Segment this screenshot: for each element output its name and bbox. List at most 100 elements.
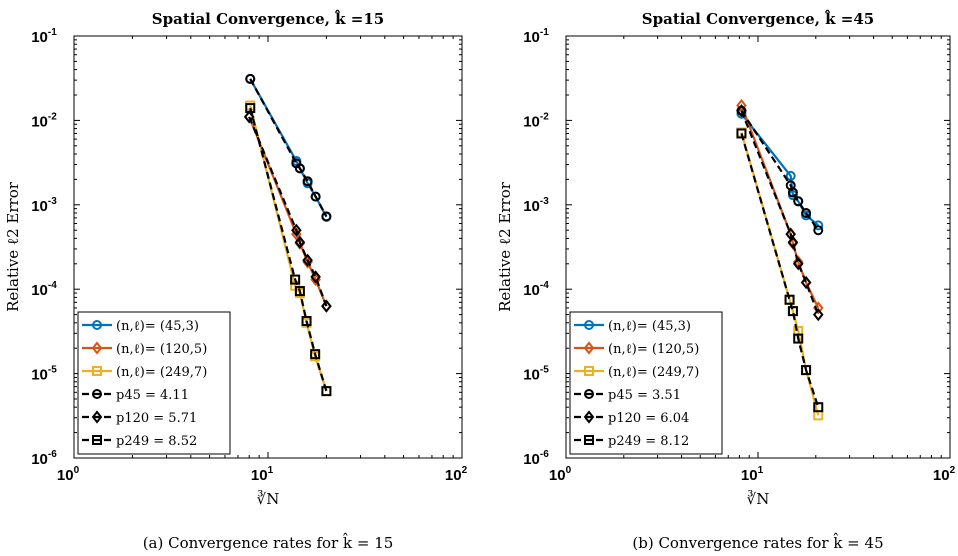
data-point-marker [245, 73, 256, 84]
series-line [249, 105, 328, 392]
legend-box [569, 311, 723, 455]
legend-entry: p45 = 4.11 [116, 388, 189, 403]
series-6 [736, 128, 824, 413]
figure-caption: (b) Convergence rates for k̂ = 45 [632, 533, 883, 552]
data-point-marker [294, 163, 305, 174]
x-tick-label: 102 [933, 465, 956, 484]
legend-marker [92, 366, 102, 376]
y-tick-label: 10-2 [31, 111, 57, 130]
data-point-marker [792, 257, 804, 271]
y-tick-label: 10-4 [31, 280, 57, 299]
data-point-marker [321, 211, 332, 222]
data-point-marker [321, 386, 332, 397]
legend-entry: (n,ℓ)= (120,5) [608, 342, 699, 357]
y-axis-label: Relative ℓ2 Error [4, 181, 22, 312]
legend-marker [584, 435, 594, 445]
series-line [740, 133, 820, 408]
data-point-marker [800, 275, 812, 290]
data-point-marker [787, 306, 798, 317]
y-tick-label: 10-2 [523, 111, 549, 130]
series-6 [245, 103, 332, 397]
data-point-marker [787, 187, 798, 198]
data-point-marker [291, 223, 302, 237]
legend-entry: p120 = 6.04 [608, 411, 689, 426]
axis-ticks [565, 36, 950, 459]
x-axis-label: ∛N [257, 490, 280, 508]
data-point-marker [793, 333, 804, 344]
legend-marker [92, 435, 102, 445]
legend-marker [584, 366, 594, 376]
data-point-marker [812, 308, 824, 322]
chart-title: Spatial Convergence, k̂ =45 [642, 9, 874, 28]
legend-marker [92, 389, 102, 399]
y-tick-label: 10-1 [31, 27, 57, 46]
legend-marker [583, 410, 595, 424]
data-point-marker [787, 235, 799, 249]
series-line [248, 116, 328, 307]
data-point-marker [793, 196, 804, 207]
series-line [249, 107, 328, 392]
data-point-marker [785, 170, 796, 181]
data-point-marker [243, 110, 255, 124]
legend-box [77, 311, 231, 455]
x-tick-label: 100 [57, 465, 80, 484]
y-tick-label: 10-6 [31, 449, 57, 468]
data-point-marker [310, 191, 321, 202]
data-point-marker [290, 274, 301, 285]
y-tick-label: 10-5 [31, 365, 57, 384]
x-tick-label: 101 [741, 465, 764, 484]
legend-entry: (n,ℓ)= (249,7) [116, 365, 207, 380]
legend-entry: p120 = 5.71 [116, 411, 197, 426]
legend-entry: p249 = 8.52 [116, 434, 197, 449]
legend: (n,ℓ)= (45,3) (n,ℓ)= (120,5) (n,ℓ)= (249,7… [569, 311, 723, 455]
legend-entry: (n,ℓ)= (45,3) [608, 319, 691, 334]
data-point-marker [321, 299, 332, 313]
data-point-marker [792, 255, 804, 269]
x-axis-label: ∛N [747, 490, 770, 508]
legend-marker [91, 410, 103, 424]
data-point-marker [294, 286, 305, 297]
chart-title: Spatial Convergence, k̂ =15 [152, 9, 384, 28]
series-5 [243, 110, 332, 313]
legend: (n,ℓ)= (45,3) (n,ℓ)= (120,5) (n,ℓ)= (249,7… [77, 311, 231, 455]
y-tick-label: 10-4 [523, 280, 549, 299]
figure-caption: (a) Convergence rates for k̂ = 15 [143, 533, 394, 552]
legend-marker [91, 341, 103, 355]
y-tick-label: 10-6 [523, 449, 549, 468]
data-point-marker [736, 98, 747, 113]
x-tick-label: 102 [445, 465, 468, 484]
data-point-marker [301, 315, 312, 326]
legend-entry: (n,ℓ)= (120,5) [116, 342, 207, 357]
data-point-marker [310, 349, 321, 360]
legend-marker [584, 389, 594, 399]
data-point-marker [294, 235, 306, 249]
data-point-marker [310, 270, 321, 284]
legend-entry: (n,ℓ)= (45,3) [116, 319, 199, 334]
data-point-marker [736, 128, 747, 139]
legend-entry: p249 = 8.12 [608, 434, 689, 449]
y-tick-label: 10-1 [523, 27, 549, 46]
y-axis-label: Relative ℓ2 Error [496, 181, 514, 312]
data-point-marker [302, 176, 313, 187]
data-point-marker [784, 294, 795, 305]
data-point-marker [245, 103, 256, 114]
series-line [740, 110, 820, 315]
data-point-marker [813, 225, 824, 236]
legend-marker [92, 320, 102, 330]
legend-marker [584, 320, 594, 330]
x-tick-label: 101 [251, 465, 274, 484]
series-5 [736, 104, 824, 322]
series-4 [245, 73, 332, 222]
y-tick-label: 10-3 [523, 196, 549, 215]
data-point-marker [813, 402, 824, 413]
data-point-marker [801, 207, 812, 218]
y-tick-label: 10-5 [523, 365, 549, 384]
data-point-marker [302, 253, 313, 267]
axis-ticks [73, 36, 462, 459]
data-point-marker [801, 365, 812, 376]
y-tick-label: 10-3 [31, 196, 57, 215]
data-point-marker [736, 104, 747, 118]
legend-marker [583, 341, 595, 355]
chart-panel-1: 100 101 102 10-6 10-5 10-4 10-3 10-2 10-1 Spatial… [4, 9, 468, 552]
